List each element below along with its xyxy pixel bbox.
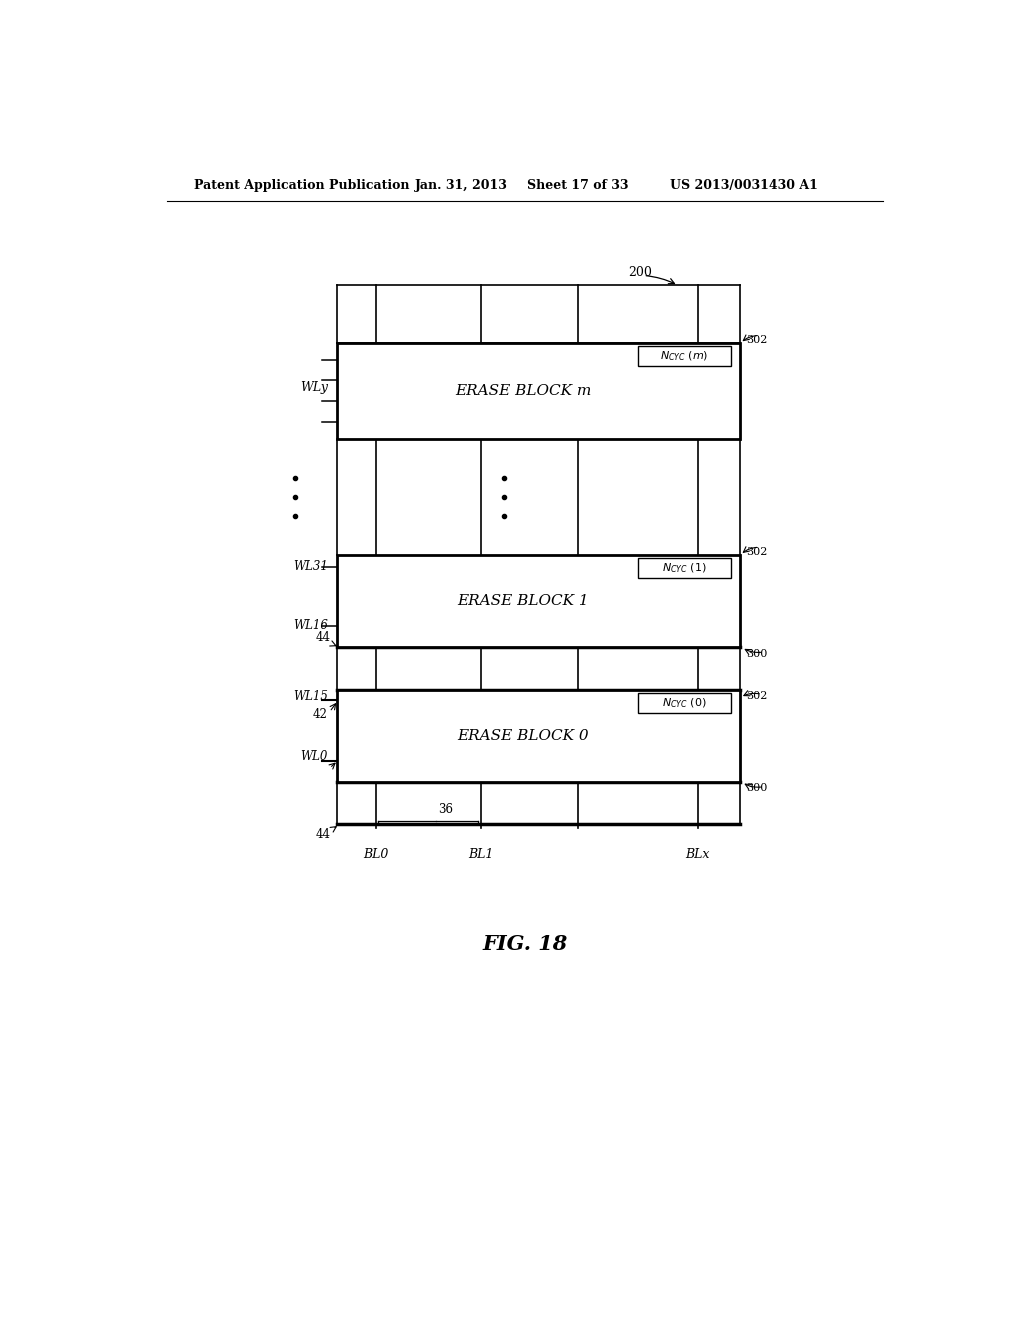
Text: 44: 44 (316, 828, 331, 841)
Text: FIG. 18: FIG. 18 (482, 933, 567, 954)
Bar (337, 690, 740, 781)
Text: BL0: BL0 (364, 847, 389, 861)
Bar (337, 343, 740, 440)
Text: WL31: WL31 (293, 560, 328, 573)
Text: $N_{CYC}$ $(1)$: $N_{CYC}$ $(1)$ (663, 561, 707, 574)
Text: Jan. 31, 2013: Jan. 31, 2013 (415, 178, 508, 191)
Text: ERASE BLOCK m: ERASE BLOCK m (455, 384, 592, 399)
Bar (337, 554, 740, 647)
Text: 42: 42 (313, 708, 328, 721)
Text: WL16: WL16 (293, 619, 328, 632)
Text: 44: 44 (316, 631, 331, 644)
Text: WL0: WL0 (301, 750, 328, 763)
Text: US 2013/0031430 A1: US 2013/0031430 A1 (671, 178, 818, 191)
Text: $N_{CYC}$ $(0)$: $N_{CYC}$ $(0)$ (663, 696, 707, 710)
Text: BLx: BLx (685, 847, 710, 861)
Bar (638, 346, 731, 366)
Text: WL15: WL15 (293, 690, 328, 704)
Text: ERASE BLOCK 1: ERASE BLOCK 1 (458, 594, 589, 609)
Text: 302: 302 (746, 690, 768, 701)
Text: 302: 302 (746, 335, 768, 345)
Text: WLy: WLy (300, 381, 328, 393)
Bar (638, 693, 731, 713)
Text: 300: 300 (746, 783, 768, 793)
Text: 302: 302 (746, 546, 768, 557)
Text: 300: 300 (746, 648, 768, 659)
Text: 36: 36 (438, 804, 454, 816)
Text: BL1: BL1 (468, 847, 494, 861)
Text: Sheet 17 of 33: Sheet 17 of 33 (527, 178, 629, 191)
Text: Patent Application Publication: Patent Application Publication (194, 178, 410, 191)
Text: 200: 200 (628, 265, 651, 279)
Text: ERASE BLOCK 0: ERASE BLOCK 0 (458, 729, 589, 743)
Bar (638, 558, 731, 578)
Text: $N_{CYC}$ $(m)$: $N_{CYC}$ $(m)$ (660, 350, 709, 363)
